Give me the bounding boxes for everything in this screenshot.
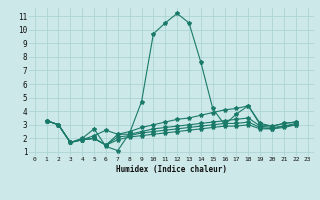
X-axis label: Humidex (Indice chaleur): Humidex (Indice chaleur)	[116, 165, 227, 174]
